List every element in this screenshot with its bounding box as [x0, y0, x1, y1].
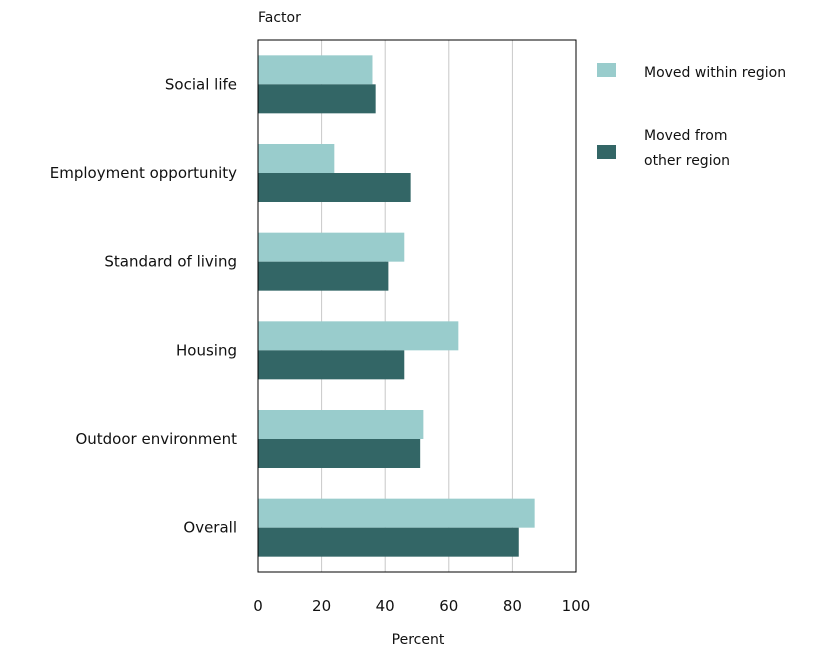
legend-label: Moved within region — [644, 65, 786, 81]
bar-within-region — [258, 55, 373, 85]
bar-other-region — [258, 527, 519, 557]
category-label: Employment opportunity — [50, 164, 237, 182]
x-tick-label: 80 — [503, 597, 522, 615]
x-tick-label: 0 — [253, 597, 263, 615]
x-tick-labels: 0 20 40 60 80 100 — [253, 597, 590, 615]
bars — [258, 55, 535, 557]
category-label: Outdoor environment — [75, 430, 237, 448]
legend-swatch — [597, 63, 616, 77]
legend: Moved within region Moved from other regio… — [597, 63, 786, 169]
bar-within-region — [258, 321, 459, 351]
x-axis-title: Percent — [392, 632, 445, 648]
bar-other-region — [258, 261, 389, 291]
legend-swatch — [597, 145, 616, 159]
legend-label: other region — [644, 153, 730, 169]
x-tick-label: 20 — [312, 597, 331, 615]
grid-lines — [321, 40, 513, 572]
x-tick-label: 60 — [439, 597, 458, 615]
bar-within-region — [258, 144, 335, 173]
bar-other-region — [258, 439, 421, 468]
bar-within-region — [258, 232, 405, 262]
category-label: Overall — [183, 519, 237, 537]
bar-within-region — [258, 498, 535, 528]
x-tick-label: 100 — [562, 597, 591, 615]
legend-label: Moved from — [644, 128, 727, 144]
bar-other-region — [258, 350, 405, 380]
category-labels: Social life Employment opportunity Standar… — [50, 75, 237, 536]
bar-other-region — [258, 173, 411, 202]
category-label: Standard of living — [104, 253, 237, 271]
bar-within-region — [258, 410, 424, 439]
category-label: Housing — [176, 341, 237, 359]
y-axis-title: Factor — [258, 10, 301, 26]
category-label: Social life — [165, 75, 237, 93]
bar-other-region — [258, 84, 376, 114]
x-tick-label: 40 — [376, 597, 395, 615]
plot-frame — [257, 39, 577, 573]
